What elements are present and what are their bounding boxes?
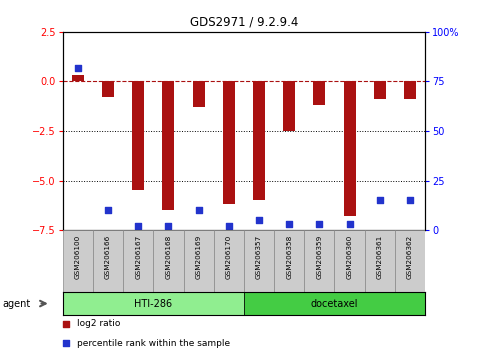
Bar — [334, 230, 365, 292]
Point — [74, 65, 82, 70]
Point — [255, 217, 263, 223]
Bar — [343, 81, 355, 216]
Point — [104, 207, 112, 213]
Bar — [304, 230, 334, 292]
Point — [346, 221, 354, 227]
Bar — [63, 230, 93, 292]
Text: GSM206168: GSM206168 — [166, 235, 171, 279]
Bar — [213, 230, 244, 292]
Bar — [313, 81, 326, 105]
Text: GSM206167: GSM206167 — [135, 235, 141, 279]
Point — [63, 341, 71, 346]
Point — [376, 198, 384, 203]
Bar — [63, 292, 244, 315]
Point — [165, 223, 172, 229]
Point — [285, 221, 293, 227]
Text: GSM206170: GSM206170 — [226, 235, 232, 279]
Text: percentile rank within the sample: percentile rank within the sample — [77, 339, 230, 348]
Text: GDS2971 / 9.2.9.4: GDS2971 / 9.2.9.4 — [189, 15, 298, 28]
Bar — [154, 230, 184, 292]
Text: docetaxel: docetaxel — [311, 298, 358, 309]
Bar — [162, 81, 174, 210]
Text: GSM206169: GSM206169 — [196, 235, 201, 279]
Bar — [253, 81, 265, 200]
Bar — [72, 75, 84, 81]
Bar — [283, 81, 295, 131]
Text: log2 ratio: log2 ratio — [77, 319, 121, 329]
Bar — [365, 230, 395, 292]
Bar — [244, 292, 425, 315]
Bar — [193, 81, 205, 107]
Text: GSM206359: GSM206359 — [316, 235, 322, 279]
Bar — [184, 230, 213, 292]
Text: GSM206360: GSM206360 — [347, 235, 353, 279]
Text: GSM206166: GSM206166 — [105, 235, 111, 279]
Text: GSM206100: GSM206100 — [75, 235, 81, 279]
Point — [63, 321, 71, 327]
Point — [225, 223, 233, 229]
Text: agent: agent — [2, 298, 30, 309]
Text: HTI-286: HTI-286 — [134, 298, 172, 309]
Text: GSM206361: GSM206361 — [377, 235, 383, 279]
Bar — [274, 230, 304, 292]
Point — [195, 207, 202, 213]
Bar — [374, 81, 386, 99]
Bar — [404, 81, 416, 99]
Bar — [244, 230, 274, 292]
Point — [315, 221, 323, 227]
Text: GSM206357: GSM206357 — [256, 235, 262, 279]
Bar — [93, 230, 123, 292]
Point — [406, 198, 414, 203]
Bar — [223, 81, 235, 204]
Text: GSM206362: GSM206362 — [407, 235, 413, 279]
Point — [134, 223, 142, 229]
Text: GSM206358: GSM206358 — [286, 235, 292, 279]
Bar — [132, 81, 144, 190]
Bar — [102, 81, 114, 97]
Bar — [395, 230, 425, 292]
Bar — [123, 230, 154, 292]
